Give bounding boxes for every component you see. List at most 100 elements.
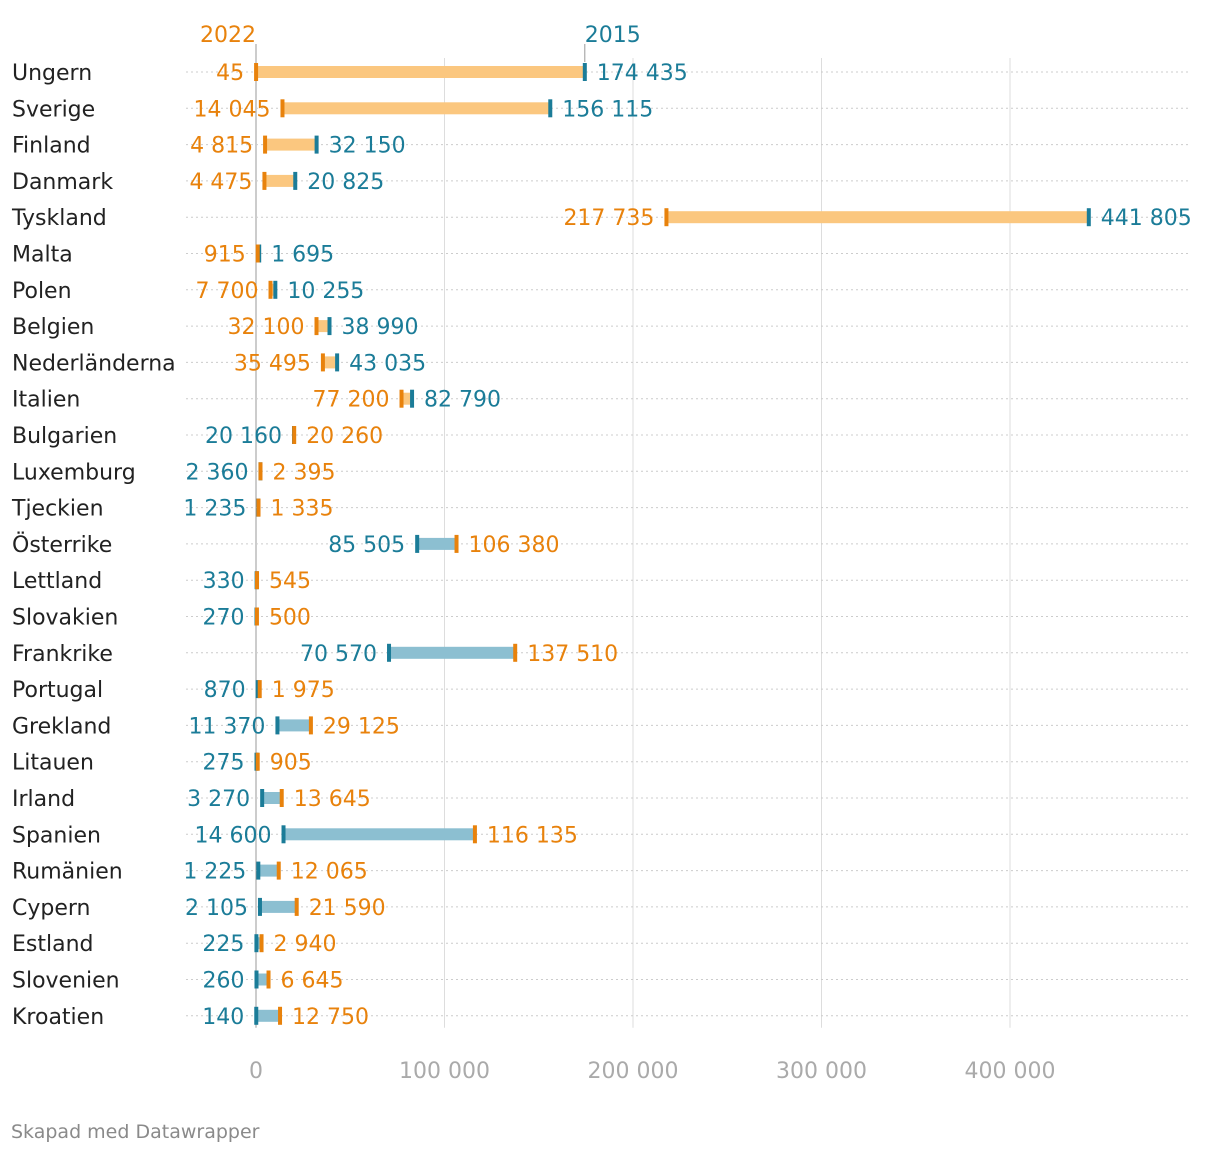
- range-bar: [256, 973, 269, 986]
- row: Slovenien 6 645 260: [12, 969, 1188, 994]
- country-label: Frankrike: [12, 642, 113, 667]
- value-label-2022: 20 260: [306, 424, 383, 449]
- value-label-2015: 14 600: [195, 823, 272, 848]
- range-bar: [277, 719, 311, 732]
- value-label-2015: 330: [203, 569, 245, 594]
- country-label: Kroatien: [12, 1005, 104, 1030]
- row: Bulgarien 20 260 20 160: [12, 424, 1188, 449]
- value-label-2022: 21 590: [309, 896, 386, 921]
- value-label-2022: 500: [269, 606, 311, 631]
- row: Portugal 1 975 870: [12, 678, 1188, 703]
- value-label-2015: 441 805: [1101, 206, 1192, 231]
- value-label-2022: 12 750: [292, 1005, 369, 1030]
- row: Estland 2 940 225: [12, 932, 1188, 957]
- value-label-2015: 225: [202, 932, 244, 957]
- range-bar: [282, 102, 551, 115]
- value-label-2015: 270: [203, 606, 245, 631]
- country-label: Slovenien: [12, 969, 120, 994]
- value-label-2022: 137 510: [527, 642, 618, 667]
- country-label: Litauen: [12, 751, 94, 776]
- range-bar: [316, 320, 330, 333]
- country-label: Polen: [12, 279, 72, 304]
- range-bar: [256, 937, 262, 950]
- x-tick-label: 0: [249, 1059, 263, 1084]
- country-label: Spanien: [12, 823, 101, 848]
- value-label-2015: 2 360: [185, 460, 248, 485]
- row: Grekland 29 125 11 370: [12, 714, 1188, 739]
- value-label-2015: 38 990: [341, 315, 418, 340]
- series-label-2015: 2015: [585, 23, 641, 48]
- value-label-2015: 174 435: [597, 61, 688, 86]
- range-bar: [270, 283, 276, 296]
- value-label-2015: 20 160: [205, 424, 282, 449]
- row: Kroatien 12 750 140: [12, 1005, 1188, 1030]
- value-label-2015: 11 370: [188, 714, 265, 739]
- row: Luxemburg 2 395 2 360: [12, 460, 1188, 485]
- range-bar: [283, 828, 475, 841]
- value-label-2022: 905: [270, 751, 312, 776]
- value-label-2022: 32 100: [228, 315, 305, 340]
- row: Irland 13 645 3 270: [12, 787, 1188, 812]
- row: Danmark 20 825 4 475: [12, 170, 1188, 195]
- value-label-2022: 1 335: [271, 497, 334, 522]
- country-label: Lettland: [12, 569, 102, 594]
- value-label-2022: 13 645: [294, 787, 371, 812]
- x-tick-label: 200 000: [588, 1059, 679, 1084]
- country-label: Rumänien: [12, 860, 123, 885]
- country-label: Nederländerna: [12, 351, 176, 376]
- row: Nederländerna 43 035 35 495: [12, 351, 1188, 376]
- series-header: 2015 2022: [200, 23, 641, 62]
- value-label-2015: 275: [203, 751, 245, 776]
- country-label: Danmark: [12, 170, 113, 195]
- range-bar: [322, 356, 338, 369]
- row: Malta 1 695 915: [12, 243, 1188, 268]
- country-label: Grekland: [12, 714, 111, 739]
- footer-credit: Skapad med Datawrapper: [11, 1121, 260, 1143]
- value-label-2022: 217 735: [563, 206, 654, 231]
- value-label-2015: 10 255: [287, 279, 364, 304]
- value-label-2015: 156 115: [562, 97, 653, 122]
- country-label: Luxemburg: [12, 460, 136, 485]
- value-label-2015: 32 150: [329, 134, 406, 159]
- row: Ungern 174 435 45: [12, 61, 1188, 86]
- country-label: Tjeckien: [11, 497, 104, 522]
- value-label-2022: 45: [216, 61, 244, 86]
- rows-layer: Ungern 174 435 45 Sverige 156 115 14 045 Finla…: [11, 61, 1192, 1030]
- value-label-2022: 29 125: [323, 714, 400, 739]
- row: Slovakien 500 270: [12, 606, 1188, 631]
- value-label-2022: 7 700: [196, 279, 259, 304]
- range-bar: [401, 392, 413, 405]
- row: Lettland 545 330: [12, 569, 1188, 594]
- value-label-2022: 545: [269, 569, 311, 594]
- row: Italien 82 790 77 200: [12, 388, 1188, 413]
- range-bar: [265, 138, 317, 151]
- row: Österrike 106 380 85 505: [12, 532, 1188, 558]
- row: Rumänien 12 065 1 225: [12, 860, 1188, 885]
- country-label: Ungern: [12, 61, 92, 86]
- row: Cypern 21 590 2 105: [12, 896, 1188, 921]
- range-bar: [262, 792, 282, 804]
- range-bar: [389, 646, 516, 659]
- country-label: Österrike: [12, 532, 112, 558]
- range-bar: [256, 1009, 281, 1022]
- country-label: Estland: [12, 932, 94, 957]
- value-label-2022: 4 475: [189, 170, 252, 195]
- value-label-2022: 12 065: [291, 860, 368, 885]
- range-bar: [666, 211, 1089, 224]
- country-label: Bulgarien: [12, 424, 117, 449]
- x-tick-label: 300 000: [776, 1059, 867, 1084]
- row: Sverige 156 115 14 045: [12, 97, 1188, 122]
- value-label-2015: 870: [204, 678, 246, 703]
- x-tick-label: 400 000: [965, 1059, 1056, 1084]
- value-label-2022: 2 940: [274, 932, 337, 957]
- country-label: Portugal: [12, 678, 103, 703]
- value-label-2015: 82 790: [424, 388, 501, 413]
- value-label-2022: 106 380: [469, 533, 560, 558]
- country-label: Slovakien: [12, 606, 118, 631]
- country-label: Malta: [12, 243, 73, 268]
- value-label-2015: 140: [202, 1005, 244, 1030]
- country-label: Cypern: [12, 896, 90, 921]
- country-label: Finland: [12, 134, 91, 159]
- value-label-2015: 1 695: [271, 243, 334, 268]
